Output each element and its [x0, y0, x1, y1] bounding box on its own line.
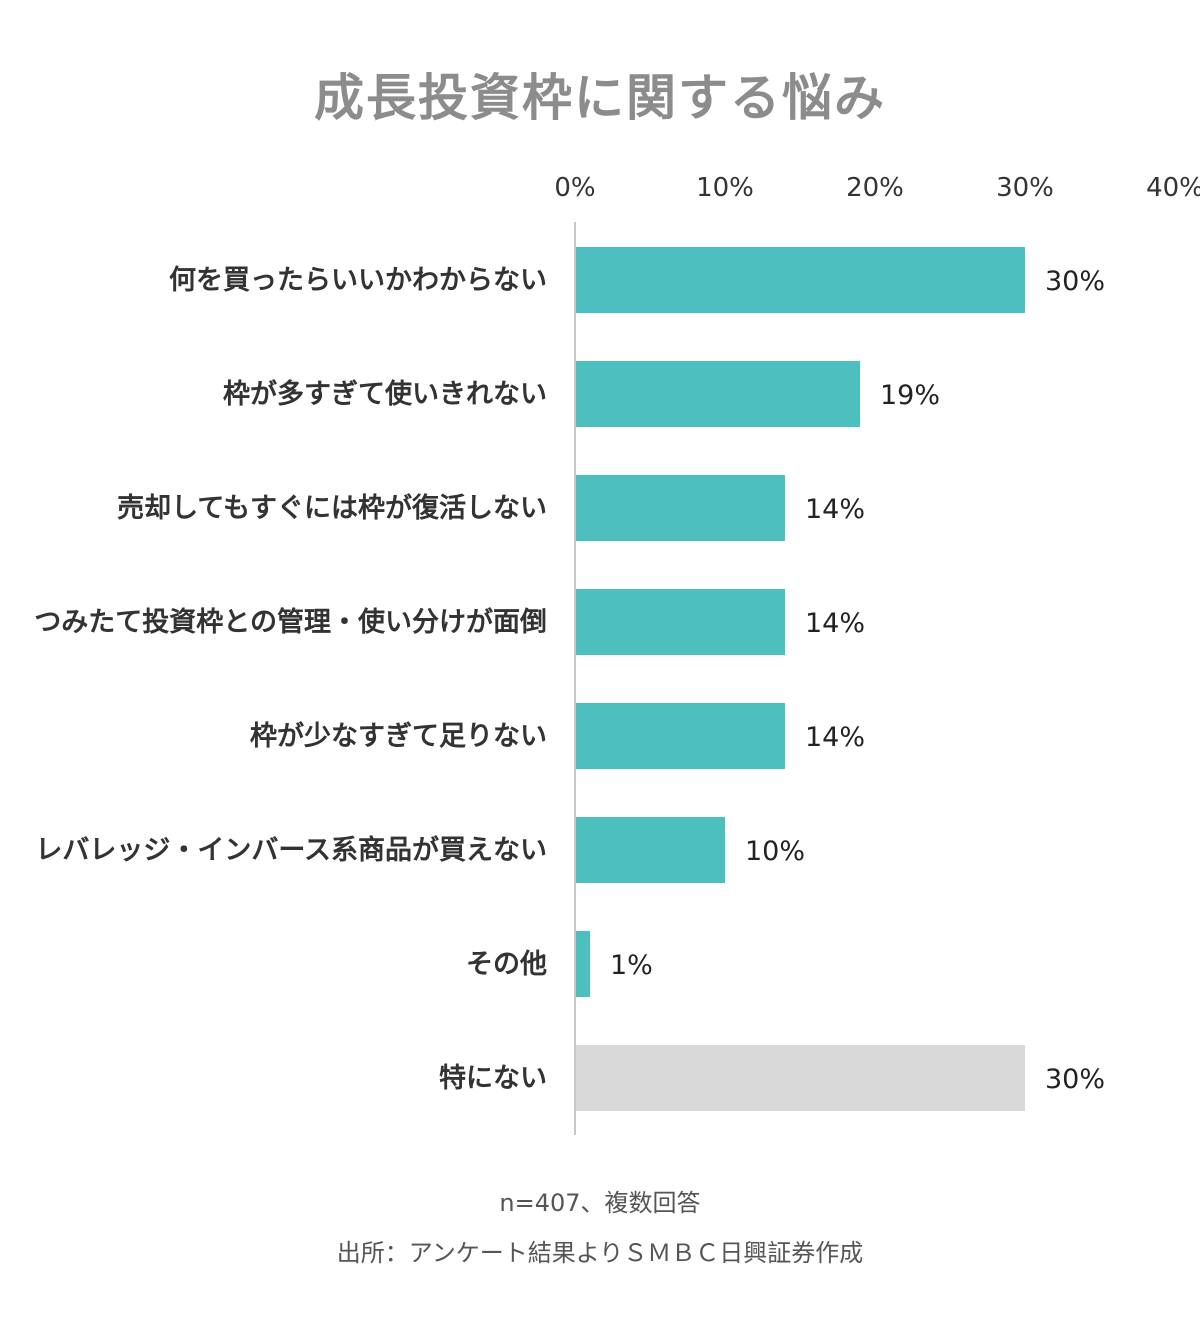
data-label: 10%	[745, 836, 805, 867]
category-label: 枠が少なすぎて足りない	[250, 720, 547, 752]
data-label: 14%	[805, 608, 865, 639]
bar	[576, 817, 725, 883]
data-label: 19%	[880, 380, 940, 411]
bar	[576, 703, 785, 769]
data-label: 14%	[805, 722, 865, 753]
data-label: 1%	[610, 950, 653, 981]
category-labels: 何を買ったらいいかわからない枠が多すぎて使いきれない売却してもすぐには枠が復活し…	[34, 265, 547, 1094]
x-tick-label: 40%	[1146, 173, 1200, 203]
bar	[576, 589, 785, 655]
bar	[576, 361, 860, 427]
sample-size-note: n=407、複数回答	[499, 1189, 701, 1217]
x-tick-label: 10%	[696, 173, 754, 203]
x-tick-label: 20%	[846, 173, 904, 203]
source-note: 出所：アンケート結果よりＳＭＢＣ日興証券作成	[336, 1239, 864, 1267]
category-label: 売却してもすぐには枠が復活しない	[117, 492, 547, 524]
category-label: つみたて投資枠との管理・使い分けが面倒	[34, 606, 547, 638]
category-label: 枠が多すぎて使いきれない	[223, 378, 547, 410]
bar	[576, 247, 1025, 313]
x-axis-ticks: 0% 10% 20% 30% 40%	[554, 173, 1200, 203]
chart-title: 成長投資枠に関する悩み	[314, 69, 886, 127]
bar	[576, 475, 785, 541]
category-label: 何を買ったらいいかわからない	[169, 265, 547, 296]
x-tick-label: 0%	[554, 173, 595, 203]
data-label: 30%	[1045, 1064, 1105, 1095]
bars	[576, 247, 1025, 1111]
bar	[576, 1045, 1025, 1111]
bar-chart: 0% 10% 20% 30% 40% 何を買ったらいいかわからない枠が多すぎて使いきれな…	[34, 173, 1200, 1135]
category-label: その他	[466, 949, 547, 980]
data-label: 14%	[805, 494, 865, 525]
category-label: レバレッジ・インバース系商品が買えない	[35, 834, 547, 866]
x-tick-label: 30%	[996, 173, 1054, 203]
category-label: 特にない	[439, 1063, 547, 1094]
data-labels: 30% 19% 14% 14% 14% 10% 1% 30%	[610, 266, 1105, 1095]
bar	[576, 931, 590, 997]
data-label: 30%	[1045, 266, 1105, 297]
